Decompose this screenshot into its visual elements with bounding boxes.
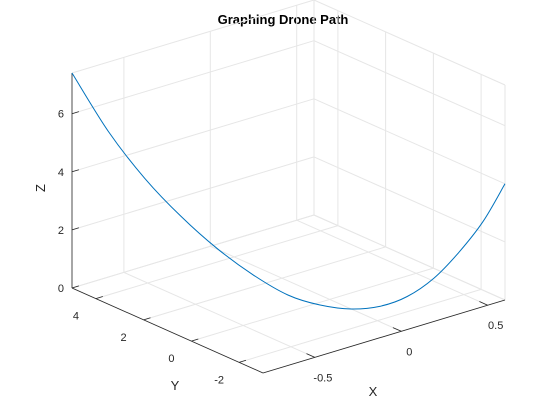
z-tick-label: 6 [58, 109, 64, 121]
y-tick-mark [239, 360, 246, 362]
side-wall-edge [314, 0, 505, 85]
z-gridline [72, 157, 314, 230]
y-tick-mark [96, 297, 103, 299]
y-gridline [239, 289, 481, 362]
x-tick-mark [307, 354, 315, 358]
y-gridline [191, 268, 433, 341]
y-tick-mark [144, 318, 151, 320]
x-tick-label: 0.5 [488, 320, 503, 332]
y-tick-label: 0 [168, 353, 174, 365]
back-wall-edge [72, 0, 314, 73]
z-tick-mark [72, 170, 79, 172]
z-gridline [314, 157, 505, 242]
z-gridline [72, 215, 314, 288]
x-gridline [210, 246, 401, 331]
z-tick-mark [72, 112, 79, 114]
y-tick-label: 4 [73, 311, 79, 323]
z-axis-label: Z [33, 184, 48, 192]
x-tick-label: -0.5 [313, 372, 332, 384]
z-tick-label: 0 [58, 283, 64, 295]
x-axis-label: X [369, 384, 378, 399]
z-tick-label: 4 [58, 167, 64, 179]
y-tick-mark [191, 339, 198, 341]
x-tick-mark [393, 328, 401, 332]
z-tick-mark [72, 228, 79, 230]
x-tick-label: 0 [406, 346, 412, 358]
z-tick-mark [72, 286, 79, 288]
series-layer [72, 73, 505, 309]
tick-label-layer: -0.5 0 0.5 -2 0 2 4 0 2 4 6 [58, 109, 503, 387]
z-tick-label: 2 [58, 225, 64, 237]
z-gridline [314, 215, 505, 300]
axis-label-layer: X Y Z [33, 184, 378, 399]
y-tick-label: -2 [214, 374, 224, 386]
y-gridline [96, 226, 338, 299]
y-axis-label: Y [171, 378, 180, 393]
z-gridline [314, 99, 505, 184]
drone-path-series [72, 73, 505, 309]
z-gridline [314, 41, 505, 126]
y-tick-label: 2 [121, 332, 127, 344]
x-axis-line [263, 300, 505, 373]
x-gridline [297, 220, 488, 305]
z-gridline [72, 41, 314, 114]
x-gridline [124, 272, 315, 357]
chart-title: Graphing Drone Path [218, 12, 349, 27]
x-tick-mark [479, 302, 487, 306]
z-gridline [72, 99, 314, 172]
